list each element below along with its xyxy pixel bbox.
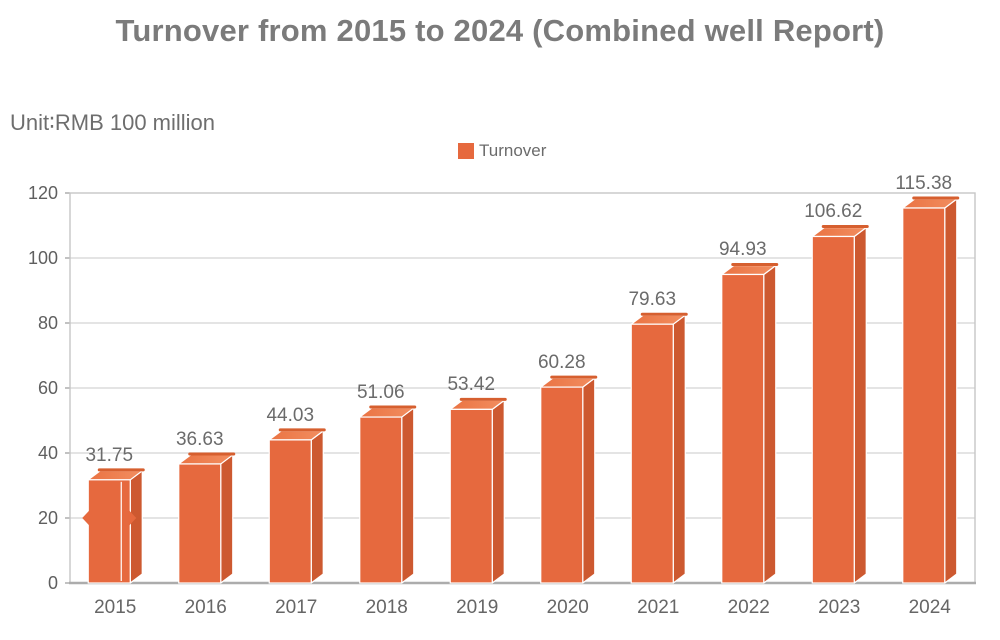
unit-label: Unit∶RMB 100 million bbox=[10, 110, 216, 135]
x-tick-label: 2024 bbox=[908, 597, 951, 618]
x-tick-label: 2015 bbox=[94, 597, 137, 618]
x-tick-label: 2023 bbox=[818, 597, 861, 618]
y-tick-label: 20 bbox=[37, 508, 58, 528]
y-tick-label: 0 bbox=[47, 573, 58, 593]
bar-2019 bbox=[449, 397, 507, 584]
x-tick-label: 2020 bbox=[546, 597, 589, 618]
value-label: 60.28 bbox=[537, 352, 586, 374]
legend-swatch bbox=[458, 143, 474, 159]
bar-2021 bbox=[630, 312, 688, 584]
value-label: 44.03 bbox=[266, 404, 315, 426]
y-tick-label: 100 bbox=[27, 248, 58, 268]
legend: Turnover bbox=[458, 141, 546, 161]
bar-2016 bbox=[178, 452, 236, 584]
bar-2023 bbox=[811, 224, 869, 584]
x-tick-label: 2022 bbox=[727, 597, 770, 618]
x-tick-label: 2019 bbox=[456, 597, 499, 618]
plot-canvas bbox=[65, 192, 976, 585]
x-tick-label: 2018 bbox=[365, 597, 408, 618]
bar-2015 bbox=[82, 468, 145, 584]
y-tick-label: 60 bbox=[37, 378, 58, 398]
x-tick-label: 2016 bbox=[184, 597, 227, 618]
y-tick-label: 40 bbox=[37, 443, 58, 463]
bar-2017 bbox=[268, 428, 326, 584]
value-label: 31.75 bbox=[85, 444, 134, 466]
bar-2024 bbox=[902, 196, 960, 584]
y-tick-label: 80 bbox=[37, 313, 58, 333]
bar-2018 bbox=[359, 405, 417, 584]
chart-title: Turnover from 2015 to 2024 (Combined wel… bbox=[115, 13, 885, 48]
legend-label: Turnover bbox=[479, 141, 547, 160]
value-label: 36.63 bbox=[175, 428, 224, 450]
x-tick-label: 2017 bbox=[275, 597, 318, 618]
x-tick-label: 2021 bbox=[637, 597, 680, 618]
value-label: 106.62 bbox=[804, 201, 863, 223]
y-tick-label: 120 bbox=[27, 183, 58, 203]
value-label: 94.93 bbox=[718, 239, 767, 261]
bar-2022 bbox=[721, 262, 779, 584]
value-label: 115.38 bbox=[895, 173, 953, 194]
value-label: 51.06 bbox=[356, 382, 405, 404]
bar-2020 bbox=[540, 375, 598, 584]
value-label: 79.63 bbox=[628, 289, 677, 311]
value-label: 53.42 bbox=[447, 374, 496, 396]
